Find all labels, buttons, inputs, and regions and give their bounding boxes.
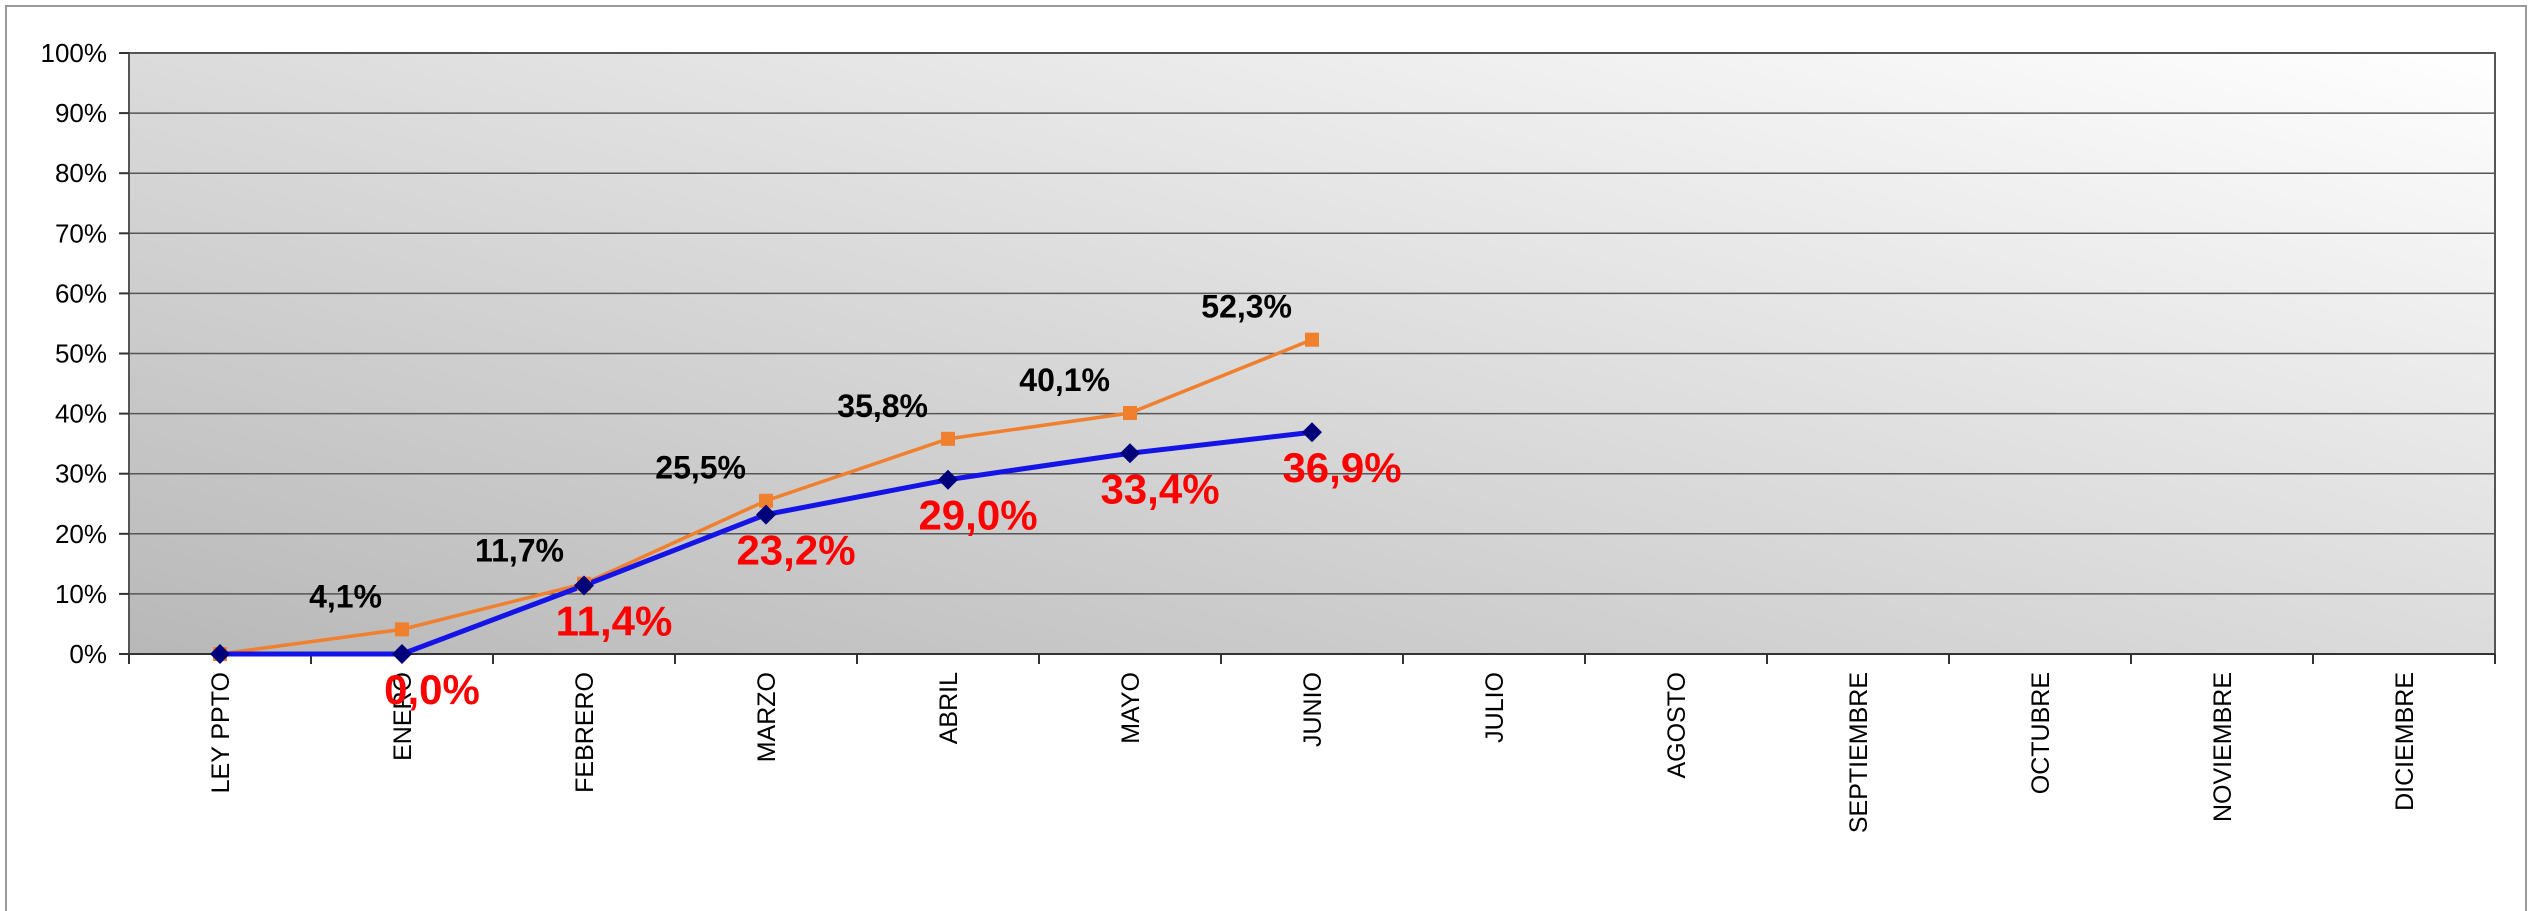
marker: [1302, 422, 1322, 443]
value-label: 33,4%: [1100, 465, 1219, 512]
y-tick-label: 50%: [55, 339, 107, 369]
x-tick-label: NOVIEMBRE: [2209, 672, 2237, 822]
y-tick-label: 60%: [55, 278, 107, 308]
value-label: 40,1%: [1019, 362, 1110, 398]
marker: [1123, 405, 1137, 420]
y-tick-label: 80%: [55, 158, 107, 188]
value-label: 11,7%: [475, 533, 564, 569]
x-tick-label: ABRIL: [935, 672, 963, 744]
x-tick-label: JUNIO: [1299, 672, 1327, 747]
value-label: 29,0%: [918, 492, 1037, 539]
value-label: 23,2%: [736, 527, 855, 574]
value-label: 35,8%: [837, 388, 928, 424]
value-label: 52,3%: [1201, 289, 1292, 325]
x-tick-label: DICIEMBRE: [2391, 672, 2419, 811]
x-tick-label: ENERO: [389, 672, 417, 761]
marker: [1120, 443, 1140, 464]
x-tick-label: FEBRERO: [571, 672, 599, 793]
x-tick-label: SEPTIEMBRE: [1845, 672, 1873, 833]
x-tick-label: LEY PPTO: [207, 672, 235, 793]
y-tick-label: 40%: [55, 399, 107, 429]
y-tick-label: 0%: [69, 639, 107, 669]
x-tick-label: MARZO: [753, 672, 781, 762]
marker: [210, 644, 230, 664]
y-tick-label: 30%: [55, 459, 107, 489]
y-tick-label: 20%: [55, 519, 107, 549]
marker: [756, 504, 776, 525]
marker: [941, 431, 955, 446]
x-tick-label: OCTUBRE: [2027, 672, 2055, 794]
x-tick-label: JULIO: [1481, 672, 1509, 743]
value-label: 0,0%: [384, 666, 480, 713]
value-label: 25,5%: [655, 450, 746, 486]
x-tick-label: MAYO: [1117, 672, 1145, 744]
value-label: 4,1%: [309, 578, 382, 614]
y-tick-label: 90%: [55, 98, 107, 128]
marker: [574, 575, 594, 596]
marker: [1305, 332, 1319, 347]
y-tick-label: 10%: [55, 579, 107, 609]
y-tick-label: 70%: [55, 218, 107, 248]
value-label: 36,9%: [1282, 444, 1401, 491]
y-tick-label: 100%: [41, 38, 108, 68]
x-tick-label: AGOSTO: [1663, 672, 1691, 779]
marker: [392, 644, 412, 664]
marker: [759, 493, 773, 508]
value-label: 11,4%: [556, 597, 673, 644]
marker: [938, 469, 958, 490]
marker: [395, 622, 409, 637]
